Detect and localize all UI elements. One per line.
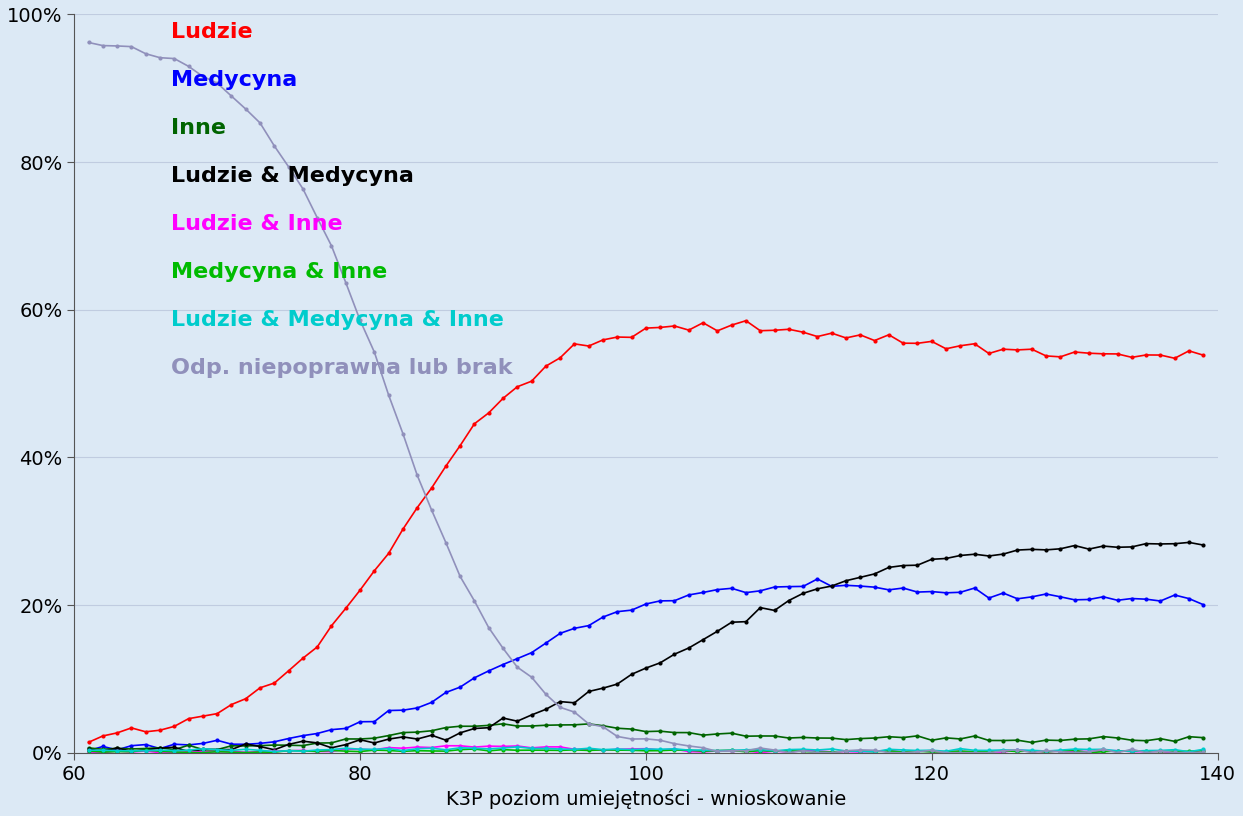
Text: Ludzie & Medycyna & Inne: Ludzie & Medycyna & Inne — [172, 310, 505, 330]
Text: Odp. niepoprawna lub brak: Odp. niepoprawna lub brak — [172, 357, 513, 378]
Text: Ludzie & Medycyna: Ludzie & Medycyna — [172, 166, 414, 186]
Text: Ludzie: Ludzie — [172, 22, 254, 42]
X-axis label: K3P poziom umiejętności - wnioskowanie: K3P poziom umiejętności - wnioskowanie — [446, 789, 846, 809]
Text: Medycyna: Medycyna — [172, 70, 297, 90]
Text: Ludzie & Inne: Ludzie & Inne — [172, 214, 343, 233]
Text: Medycyna & Inne: Medycyna & Inne — [172, 262, 388, 282]
Text: Inne: Inne — [172, 118, 226, 138]
